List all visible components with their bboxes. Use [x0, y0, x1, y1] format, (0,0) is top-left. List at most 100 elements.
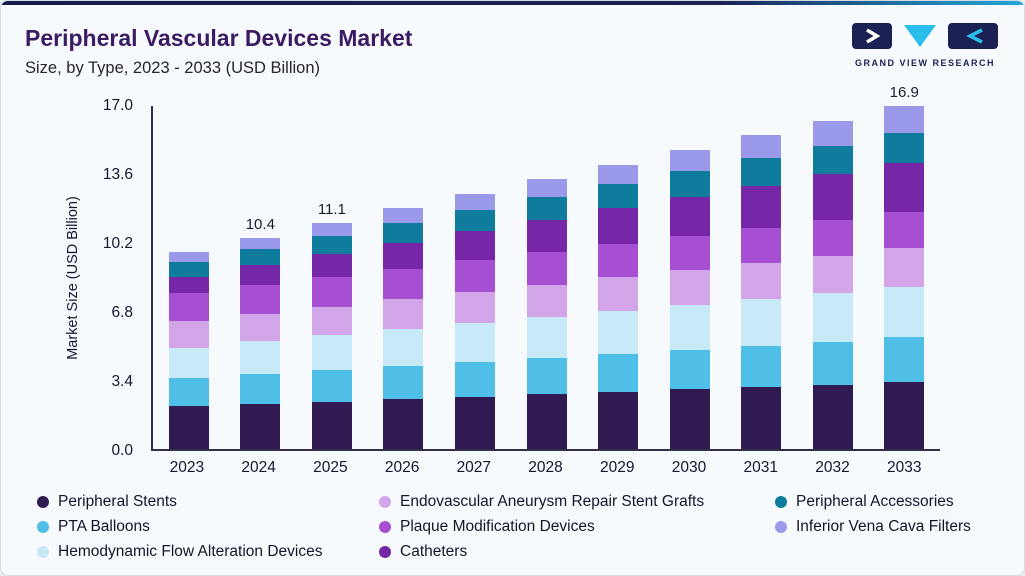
legend-item-plaque-modification-devices: Plaque Modification Devices — [379, 514, 775, 539]
bar-segment-hemodynamic-flow-alteration-devices — [526, 317, 567, 358]
bar-segment-peripheral-stents — [598, 391, 639, 449]
stacked-bar — [454, 193, 495, 449]
bar-segment-inferior-vena-cava-filters — [884, 106, 925, 133]
stacked-bar — [383, 208, 424, 449]
bar-segment-catheters — [598, 208, 639, 245]
bar-segment-endovascular-aneurysm-repair-stent-grafts — [669, 270, 710, 305]
top-accent-bar — [1, 1, 1024, 5]
legend-color-dot — [37, 545, 49, 558]
bar-total-label: 16.9 — [889, 84, 919, 102]
bar-segment-pta-balloons — [812, 341, 853, 385]
legend-color-dot — [775, 495, 787, 508]
legend-item-inferior-vena-cava-filters: Inferior Vena Cava Filters — [775, 514, 1008, 539]
bar-segment-plaque-modification-devices — [311, 276, 352, 307]
stacked-bar — [884, 106, 925, 449]
bar-segment-inferior-vena-cava-filters — [383, 208, 424, 224]
bar-segment-peripheral-stents — [526, 394, 567, 449]
legend-item-catheters: Catheters — [379, 539, 775, 564]
bar-segment-peripheral-stents — [669, 389, 710, 449]
bar-group-2028 — [511, 106, 583, 449]
bar-segment-peripheral-stents — [454, 396, 495, 449]
legend-item-hemodynamic-flow-alteration-devices: Hemodynamic Flow Alteration Devices — [37, 539, 379, 564]
bar-segment-peripheral-stents — [383, 399, 424, 449]
bar-segment-inferior-vena-cava-filters — [454, 193, 495, 211]
bar-segment-peripheral-accessories — [240, 249, 281, 266]
legend-color-dot — [775, 520, 787, 533]
y-tick-label: 13.6 — [102, 166, 133, 183]
legend-item-peripheral-stents: Peripheral Stents — [37, 489, 379, 514]
bar-segment-pta-balloons — [598, 353, 639, 392]
x-tick-label: 2024 — [241, 459, 276, 476]
bar-segment-pta-balloons — [741, 345, 782, 387]
bar-segment-pta-balloons — [383, 365, 424, 400]
bar-segment-catheters — [884, 162, 925, 212]
bar-segment-inferior-vena-cava-filters — [598, 164, 639, 185]
bar-group-2026 — [368, 106, 440, 449]
bar-segment-peripheral-stents — [884, 382, 925, 449]
bar-segment-peripheral-accessories — [383, 223, 424, 243]
x-tick-label: 2029 — [600, 459, 635, 476]
x-tick-label: 2027 — [456, 459, 492, 476]
bar-segment-peripheral-accessories — [812, 145, 853, 175]
legend-label: Catheters — [400, 542, 468, 560]
legend-column: Peripheral Stents PTA Balloons Hemodynamic… — [37, 489, 379, 564]
bar-segment-plaque-modification-devices — [598, 244, 639, 278]
bar-segment-hemodynamic-flow-alteration-devices — [383, 329, 424, 366]
x-axis-labels: 2023 2024 2025 2026 2027 2028 2029 2030 2031 2032… — [151, 459, 940, 477]
bar-segment-peripheral-stents — [311, 401, 352, 449]
stacked-bar — [812, 120, 853, 449]
bar-segment-catheters — [168, 276, 209, 293]
stacked-bar — [669, 149, 710, 449]
bar-segment-plaque-modification-devices — [669, 235, 710, 271]
bar-segment-peripheral-accessories — [168, 262, 209, 277]
bar-segment-endovascular-aneurysm-repair-stent-grafts — [598, 277, 639, 312]
bar-group-2032 — [797, 106, 869, 449]
legend-label: Endovascular Aneurysm Repair Stent Graft… — [400, 492, 705, 510]
bar-segment-peripheral-stents — [240, 403, 281, 449]
bar-segment-peripheral-accessories — [526, 197, 567, 220]
stacked-bar — [526, 179, 567, 449]
bar-segment-peripheral-accessories — [884, 132, 925, 163]
bar-segment-plaque-modification-devices — [240, 284, 281, 314]
x-tick-label: 2032 — [815, 459, 850, 476]
bar-segment-plaque-modification-devices — [812, 219, 853, 256]
x-tick-label: 2033 — [886, 459, 922, 476]
legend-color-dot — [379, 545, 391, 558]
legend-column: Endovascular Aneurysm Repair Stent Graft… — [379, 489, 775, 564]
legend-label: Inferior Vena Cava Filters — [796, 517, 971, 535]
bar-segment-inferior-vena-cava-filters — [168, 252, 209, 263]
bar-group-2024: 10.4 — [225, 106, 297, 449]
stacked-bar — [741, 135, 782, 449]
bar-segment-pta-balloons — [454, 361, 495, 397]
bar-segment-pta-balloons — [669, 349, 710, 390]
y-axis-title: Market Size (USD Billion) — [65, 196, 81, 360]
bar-segment-inferior-vena-cava-filters — [526, 179, 567, 198]
bar-segment-hemodynamic-flow-alteration-devices — [741, 298, 782, 346]
bar-group-2023 — [153, 106, 225, 449]
legend-item-endovascular-aneurysm-repair-stent-grafts: Endovascular Aneurysm Repair Stent Graft… — [379, 489, 775, 514]
plot-area: 10.4 11.1 16.9 — [151, 84, 940, 451]
bar-segment-hemodynamic-flow-alteration-devices — [454, 323, 495, 362]
x-tick-label: 2023 — [169, 459, 205, 476]
x-tick-label: 2028 — [528, 459, 563, 476]
y-tick-label: 17.0 — [102, 97, 133, 114]
bar-segment-inferior-vena-cava-filters — [669, 149, 710, 172]
bar-segment-plaque-modification-devices — [454, 260, 495, 292]
legend-label: Hemodynamic Flow Alteration Devices — [58, 542, 323, 560]
bar-segment-endovascular-aneurysm-repair-stent-grafts — [812, 255, 853, 293]
y-tick-label: 10.2 — [102, 235, 133, 252]
x-tick-label: 2025 — [313, 459, 348, 476]
legend-label: Peripheral Stents — [58, 492, 177, 510]
bar-group-2031 — [725, 106, 797, 449]
bar-segment-pta-balloons — [884, 337, 925, 382]
y-tick-label: 6.8 — [111, 304, 133, 321]
stacked-bar — [311, 222, 352, 449]
bar-total-label: 10.4 — [245, 215, 275, 233]
bar-segment-endovascular-aneurysm-repair-stent-grafts — [526, 284, 567, 318]
brand-logo-icon — [852, 23, 998, 49]
bar-segment-catheters — [240, 265, 281, 285]
stacked-bar — [168, 252, 209, 449]
bar-segment-peripheral-accessories — [598, 184, 639, 209]
bar-segment-pta-balloons — [311, 369, 352, 402]
bar-total-label: 11.1 — [317, 200, 346, 218]
